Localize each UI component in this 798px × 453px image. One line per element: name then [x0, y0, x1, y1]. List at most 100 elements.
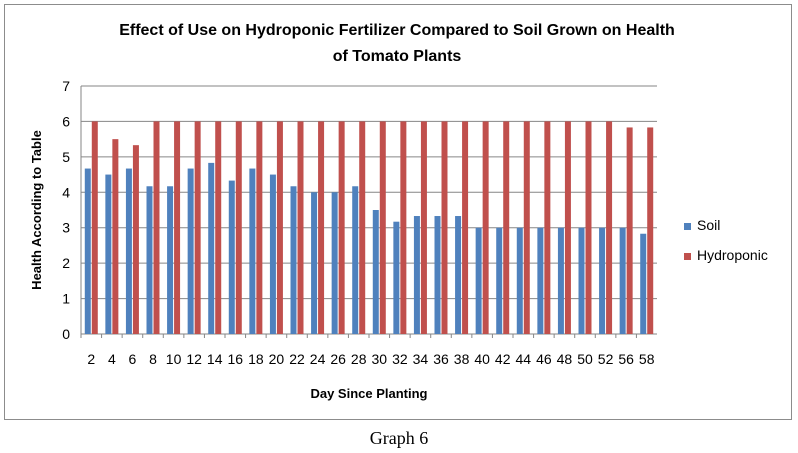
x-tick-label: 22: [289, 351, 305, 367]
bar-soil-day-48: [557, 227, 564, 334]
bar-soil-day-50: [578, 227, 585, 334]
bar-hydroponic-day-56: [626, 127, 633, 334]
bar-soil-day-52: [599, 227, 606, 334]
y-tick-label: 3: [62, 220, 70, 236]
chart-title-line-2: of Tomato Plants: [333, 48, 462, 65]
x-tick-label: 16: [227, 351, 243, 367]
bar-soil-day-26: [331, 192, 338, 334]
x-tick-label: 28: [351, 351, 367, 367]
x-tick-label: 36: [433, 351, 449, 367]
legend-label-hydroponic: Hydroponic: [697, 247, 768, 263]
bar-soil-day-38: [455, 216, 462, 334]
x-tick-label: 48: [557, 351, 573, 367]
bar-hydroponic-day-6: [132, 145, 139, 334]
bar-soil-day-24: [311, 192, 318, 334]
x-tick-label: 40: [474, 351, 490, 367]
x-tick-label: 44: [515, 351, 531, 367]
bar-hydroponic-day-34: [420, 121, 427, 334]
bar-hydroponic-day-30: [379, 121, 386, 334]
bar-soil-day-22: [290, 186, 297, 334]
bar-hydroponic-day-20: [276, 121, 283, 334]
bar-soil-day-14: [208, 162, 215, 334]
bar-soil-day-2: [84, 168, 91, 334]
x-tick-label: 30: [371, 351, 387, 367]
legend-swatch-hydroponic: [684, 253, 691, 260]
x-tick-label: 42: [495, 351, 511, 367]
x-tick-label: 32: [392, 351, 408, 367]
bar-hydroponic-day-12: [194, 121, 201, 334]
y-tick-label: 1: [62, 291, 70, 307]
x-tick-label: 10: [166, 351, 182, 367]
bar-hydroponic-day-8: [153, 121, 160, 334]
bar-soil-day-46: [537, 227, 544, 334]
bar-soil-day-40: [475, 227, 482, 334]
x-tick-label: 2: [87, 351, 95, 367]
y-tick-label: 6: [62, 113, 70, 129]
bar-hydroponic-day-48: [564, 121, 571, 334]
bar-hydroponic-day-42: [503, 121, 510, 334]
y-tick-label: 0: [62, 326, 70, 342]
bar-soil-day-4: [105, 174, 112, 334]
bar-hydroponic-day-10: [174, 121, 181, 334]
x-tick-label: 26: [330, 351, 346, 367]
bar-hydroponic-day-44: [523, 121, 530, 334]
chart-title-line-1: Effect of Use on Hydroponic Fertilizer C…: [119, 22, 675, 39]
x-tick-label: 4: [108, 351, 116, 367]
x-tick-label: 8: [149, 351, 157, 367]
bar-hydroponic-day-38: [462, 121, 469, 334]
bar-hydroponic-day-28: [359, 121, 366, 334]
bar-soil-day-32: [393, 221, 400, 334]
bar-hydroponic-day-46: [544, 121, 551, 334]
bar-hydroponic-day-52: [606, 121, 613, 334]
bar-soil-day-34: [413, 216, 420, 334]
bar-hydroponic-day-2: [91, 121, 98, 334]
y-tick-label: 7: [62, 78, 70, 94]
bar-hydroponic-day-26: [338, 121, 345, 334]
figure-caption: Graph 6: [369, 428, 429, 448]
bar-soil-day-36: [434, 216, 441, 334]
bar-soil-day-12: [187, 168, 194, 334]
bar-hydroponic-day-32: [400, 121, 407, 334]
bar-soil-day-6: [125, 168, 132, 334]
bar-hydroponic-day-50: [585, 121, 592, 334]
x-tick-label: 18: [248, 351, 264, 367]
x-axis-label: Day Since Planting: [310, 386, 427, 401]
bar-soil-day-8: [146, 186, 153, 334]
x-tick-label: 56: [618, 351, 634, 367]
x-tick-label: 50: [577, 351, 593, 367]
x-tick-label: 20: [269, 351, 285, 367]
legend-swatch-soil: [684, 223, 691, 230]
bar-hydroponic-day-22: [297, 121, 304, 334]
bar-hydroponic-day-14: [215, 121, 222, 334]
x-tick-label: 46: [536, 351, 552, 367]
y-tick-label: 4: [62, 184, 70, 200]
bar-hydroponic-day-58: [647, 127, 654, 334]
bar-hydroponic-day-24: [318, 121, 325, 334]
y-axis-label: Health According to Table: [29, 130, 44, 290]
bar-soil-day-18: [249, 168, 256, 334]
legend-label-soil: Soil: [697, 217, 720, 233]
x-tick-label: 52: [598, 351, 614, 367]
x-tick-label: 38: [454, 351, 470, 367]
bar-hydroponic-day-40: [482, 121, 489, 334]
bar-hydroponic-day-4: [112, 139, 119, 334]
bar-soil-day-44: [516, 227, 523, 334]
bar-soil-day-28: [352, 186, 359, 334]
bar-soil-day-10: [167, 186, 174, 334]
x-tick-label: 34: [413, 351, 429, 367]
x-tick-label: 12: [186, 351, 202, 367]
y-tick-label: 5: [62, 149, 70, 165]
bar-soil-day-20: [269, 174, 276, 334]
bar-soil-day-42: [496, 227, 503, 334]
bar-soil-day-30: [372, 210, 379, 334]
bar-soil-day-56: [619, 227, 626, 334]
x-tick-label: 14: [207, 351, 223, 367]
x-tick-label: 24: [310, 351, 326, 367]
x-tick-label: 6: [129, 351, 137, 367]
x-tick-label: 58: [639, 351, 655, 367]
bar-hydroponic-day-36: [441, 121, 448, 334]
chart: Effect of Use on Hydroponic Fertilizer C…: [29, 22, 768, 401]
bar-soil-day-58: [640, 233, 647, 334]
y-tick-label: 2: [62, 255, 70, 271]
bar-soil-day-16: [228, 180, 235, 334]
